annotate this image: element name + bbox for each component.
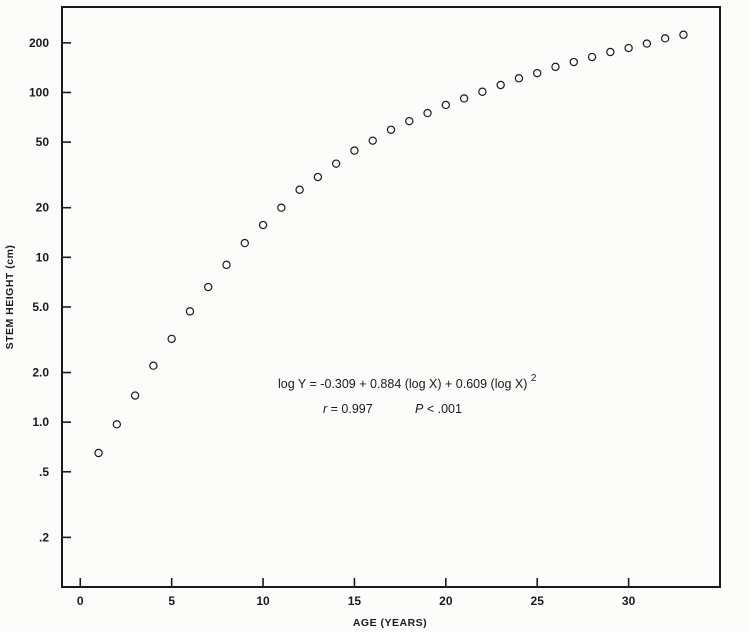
data-point bbox=[185, 307, 195, 316]
data-point bbox=[569, 57, 578, 67]
data-point bbox=[606, 47, 615, 57]
data-point bbox=[386, 125, 396, 134]
data-point bbox=[222, 260, 231, 270]
data-point bbox=[478, 87, 487, 96]
data-point bbox=[204, 282, 213, 292]
data-point bbox=[149, 361, 158, 370]
data-point bbox=[423, 108, 432, 118]
x-tick-label: 30 bbox=[622, 594, 636, 608]
y-tick-label: 100 bbox=[29, 85, 49, 99]
y-tick-label: 2.0 bbox=[32, 366, 49, 380]
x-axis-title: AGE (YEARS) bbox=[353, 617, 427, 629]
data-point bbox=[130, 391, 140, 400]
regression-equation: log Y = -0.309 + 0.884 (log X) + 0.609 (… bbox=[278, 373, 537, 391]
y-tick-label: .5 bbox=[39, 465, 49, 479]
y-tick-label: 1.0 bbox=[32, 415, 49, 429]
y-axis-title: STEM HEIGHT (cm) bbox=[4, 245, 16, 350]
x-tick-label: 25 bbox=[531, 594, 545, 608]
data-point bbox=[295, 185, 304, 194]
y-tick-label: 200 bbox=[29, 36, 49, 50]
data-point bbox=[587, 52, 597, 62]
x-tick-label: 10 bbox=[256, 594, 270, 608]
data-point bbox=[514, 74, 524, 83]
data-point bbox=[313, 172, 323, 182]
r-value: = 0.997 bbox=[331, 402, 373, 416]
data-point bbox=[459, 94, 469, 103]
x-tick-label: 5 bbox=[168, 594, 175, 608]
data-point bbox=[496, 80, 505, 90]
x-tick-label: 20 bbox=[439, 594, 453, 608]
data-point bbox=[350, 146, 359, 155]
data-point bbox=[679, 30, 688, 39]
fit-statistics: r = 0.997 P < .001 bbox=[323, 402, 462, 416]
r-symbol: r bbox=[323, 402, 328, 416]
p-symbol: P bbox=[415, 402, 424, 416]
y-tick-label: 20 bbox=[36, 201, 50, 215]
data-point bbox=[624, 43, 633, 53]
p-value: < .001 bbox=[427, 402, 462, 416]
x-axis-ticks: 0 5 10 15 20 25 30 bbox=[77, 578, 636, 608]
data-point bbox=[258, 220, 268, 230]
plot-frame bbox=[61, 6, 721, 588]
data-point bbox=[167, 334, 176, 344]
y-tick-label: .2 bbox=[39, 530, 49, 544]
data-point bbox=[94, 448, 103, 458]
y-tick-label: 5.0 bbox=[32, 300, 49, 314]
equation-exponent: 2 bbox=[531, 373, 537, 384]
data-point bbox=[331, 159, 341, 168]
equation-prefix: log Y = bbox=[278, 377, 320, 391]
x-tick-label: 0 bbox=[77, 594, 84, 608]
data-point bbox=[660, 34, 670, 43]
data-point bbox=[368, 136, 377, 145]
data-point bbox=[240, 238, 249, 248]
data-point bbox=[405, 116, 414, 126]
data-point bbox=[533, 68, 542, 78]
data-points bbox=[94, 30, 688, 458]
data-point bbox=[551, 62, 560, 72]
data-point bbox=[112, 420, 122, 429]
data-point bbox=[441, 100, 451, 110]
svg-text:P < .001: P < .001 bbox=[415, 402, 462, 416]
x-tick-label: 15 bbox=[348, 594, 362, 608]
svg-text:r = 0.997: r = 0.997 bbox=[323, 402, 373, 416]
y-tick-label: 50 bbox=[36, 135, 50, 149]
y-axis-ticks: .2 .5 1.0 2.0 5.0 10 20 50 100 200 bbox=[29, 36, 71, 544]
y-tick-label: 10 bbox=[36, 250, 50, 264]
data-point bbox=[277, 203, 286, 212]
equation-body: -0.309 + 0.884 (log X) + 0.609 (log X) bbox=[320, 377, 527, 391]
data-point bbox=[642, 39, 652, 48]
svg-text:log Y = -0.309 + 0.88: log Y = -0.309 + 0.884 (log X) + 0.609 (… bbox=[278, 373, 537, 391]
